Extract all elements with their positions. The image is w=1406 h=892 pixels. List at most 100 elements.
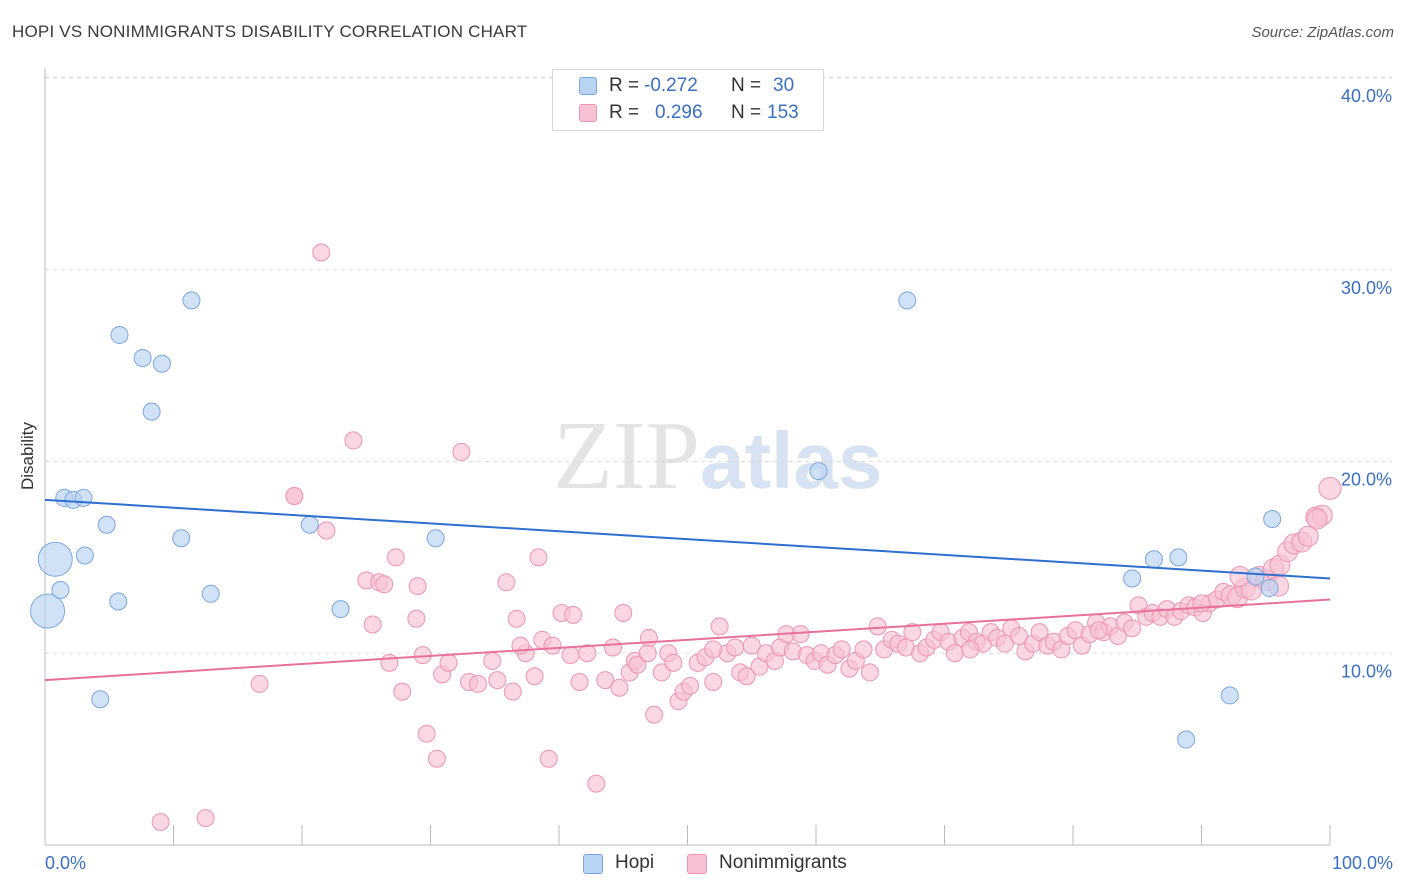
nonimmigrants-point bbox=[587, 774, 606, 793]
nonimmigrants-legend-swatch bbox=[687, 854, 707, 874]
chart-title: HOPI VS NONIMMIGRANTS DISABILITY CORRELA… bbox=[12, 22, 528, 41]
hopi-point bbox=[809, 462, 828, 481]
hopi-point bbox=[97, 515, 116, 534]
hopi-point bbox=[182, 291, 201, 310]
nonimmigrants-point bbox=[488, 671, 507, 690]
r-value: -0.272 bbox=[644, 75, 698, 96]
hopi-point bbox=[1177, 730, 1196, 749]
nonimmigrants-point bbox=[742, 636, 761, 655]
nonimmigrants-point bbox=[317, 521, 336, 540]
nonimmigrants-swatch bbox=[579, 104, 597, 122]
nonimmigrants-point bbox=[312, 243, 331, 262]
nonimmigrants-point bbox=[638, 644, 657, 663]
correlation-legend: R = -0.272 N = 30 R = 0.296 N = 153 bbox=[552, 69, 824, 131]
nonimmigrants-point bbox=[483, 651, 502, 670]
nonimmigrants-trend-line bbox=[44, 598, 1331, 682]
nonimmigrants-point bbox=[427, 749, 446, 768]
hopi-point bbox=[133, 348, 152, 367]
nonimmigrants-point bbox=[1192, 594, 1211, 613]
nonimmigrants-point bbox=[664, 653, 683, 672]
nonimmigrants-point bbox=[452, 442, 471, 461]
nonimmigrants-point bbox=[1297, 525, 1319, 547]
watermark: ZIPatlas bbox=[553, 400, 882, 512]
nonimmigrants-point bbox=[652, 663, 671, 682]
nonimmigrants-point bbox=[1123, 619, 1142, 638]
nonimmigrants-point bbox=[1318, 476, 1342, 500]
hopi-point bbox=[331, 600, 350, 619]
nonimmigrants-point bbox=[503, 682, 522, 701]
nonimmigrants-legend-label: Nonimmigrants bbox=[719, 852, 847, 873]
nonimmigrants-point bbox=[151, 812, 170, 831]
nonimmigrants-point bbox=[1030, 623, 1049, 642]
hopi-point bbox=[142, 402, 161, 421]
hopi-point bbox=[37, 541, 73, 577]
nonimmigrants-point bbox=[1089, 621, 1108, 640]
nonimmigrants-point bbox=[564, 605, 583, 624]
nonimmigrants-point bbox=[610, 678, 629, 697]
nonimmigrants-point bbox=[417, 724, 436, 743]
nonimmigrants-point bbox=[704, 673, 723, 692]
n-label: N = bbox=[731, 75, 762, 96]
nonimmigrants-point bbox=[645, 705, 664, 724]
hopi-point bbox=[1169, 548, 1188, 567]
hopi-point bbox=[426, 529, 445, 548]
series-legend: Hopi Nonimmigrants bbox=[0, 852, 1406, 878]
nonimmigrants-point bbox=[945, 644, 964, 663]
nonimmigrants-point bbox=[995, 634, 1014, 653]
watermark-zip: ZIP bbox=[553, 402, 700, 510]
nonimmigrants-point bbox=[561, 646, 580, 665]
nonimmigrants-point bbox=[196, 809, 215, 828]
hopi-legend-swatch bbox=[583, 854, 603, 874]
x-tick-label: 100.0% bbox=[1332, 853, 1393, 873]
nonimmigrants-point bbox=[497, 573, 516, 592]
nonimmigrants-point bbox=[578, 644, 597, 663]
nonimmigrants-point bbox=[539, 749, 558, 768]
nonimmigrants-point bbox=[903, 623, 922, 642]
hopi-point bbox=[30, 593, 66, 629]
nonimmigrants-point bbox=[525, 667, 544, 686]
nonimmigrants-point bbox=[507, 609, 526, 628]
nonimmigrants-point bbox=[1306, 508, 1328, 530]
hopi-swatch bbox=[579, 77, 597, 95]
nonimmigrants-point bbox=[285, 487, 304, 506]
y-tick-label: 40.0% bbox=[1341, 86, 1392, 106]
hopi-point bbox=[201, 584, 220, 603]
nonimmigrants-point bbox=[639, 628, 658, 647]
r-value: 0.296 bbox=[655, 102, 703, 123]
nonimmigrants-point bbox=[854, 640, 873, 659]
nonimmigrants-point bbox=[386, 548, 405, 567]
nonimmigrants-point bbox=[710, 617, 729, 636]
nonimmigrants-point bbox=[439, 653, 458, 672]
nonimmigrants-point bbox=[614, 603, 633, 622]
nonimmigrants-point bbox=[543, 636, 562, 655]
r-label: R = bbox=[609, 75, 640, 96]
nonimmigrants-point bbox=[832, 640, 851, 659]
hopi-legend-label: Hopi bbox=[615, 852, 655, 873]
nonimmigrants-point bbox=[363, 615, 382, 634]
n-value: 153 bbox=[767, 102, 799, 123]
n-label: N = bbox=[731, 102, 762, 123]
nonimmigrants-point bbox=[681, 676, 700, 695]
hopi-point bbox=[1144, 550, 1163, 569]
hopi-point bbox=[1260, 579, 1279, 598]
nonimmigrants-point bbox=[393, 682, 412, 701]
hopi-point bbox=[109, 592, 128, 611]
hopi-point bbox=[898, 291, 917, 310]
chart-source: Source: ZipAtlas.com bbox=[1251, 24, 1394, 41]
hopi-point bbox=[91, 690, 110, 709]
nonimmigrants-point bbox=[408, 577, 427, 596]
y-tick-label: 20.0% bbox=[1341, 470, 1392, 490]
nonimmigrants-point bbox=[529, 548, 548, 567]
hopi-point bbox=[75, 546, 94, 565]
nonimmigrants-point bbox=[1010, 626, 1029, 645]
hopi-point bbox=[110, 325, 129, 344]
hopi-point bbox=[1123, 569, 1142, 588]
nonimmigrants-point bbox=[726, 638, 745, 657]
nonimmigrants-point bbox=[380, 653, 399, 672]
r-label: R = bbox=[609, 102, 640, 123]
hopi-point bbox=[300, 515, 319, 534]
n-value: 30 bbox=[773, 75, 795, 96]
hopi-point bbox=[152, 354, 171, 373]
hopi-point bbox=[172, 529, 191, 548]
